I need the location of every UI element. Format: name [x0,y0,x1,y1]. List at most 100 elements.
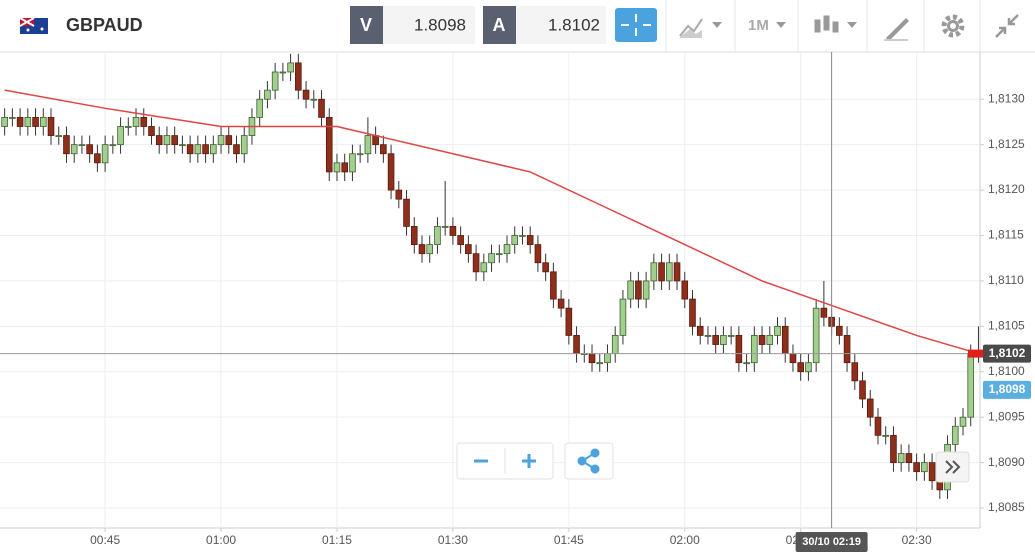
share-panel [564,442,614,480]
candle-body [233,144,240,155]
bid-label: V [360,15,372,35]
candle-body [225,135,233,146]
dropdown-arrow [776,22,786,28]
symbol: GBPAUD [66,15,143,35]
candle-body [882,434,890,437]
candle-body [109,144,117,147]
candle-body [658,262,665,282]
candle-body [457,235,464,245]
candle-body [148,126,155,136]
candle-body [635,280,642,300]
candle-body [372,135,379,146]
ask-price: 1.8102 [548,15,600,34]
candle-body [859,380,866,400]
x-tick-label: 01:30 [438,533,468,547]
candle-body [511,235,519,245]
candle-style-button[interactable] [814,15,857,33]
crosshair-button[interactable] [615,8,657,42]
x-tick-label: 02:30 [902,533,932,547]
x-tick-label: 01:15 [322,533,352,547]
candle-body [441,226,449,228]
candle-body [70,144,78,155]
candle-body [24,117,32,127]
y-tick-label: 1,8115 [988,228,1024,242]
candle-body [55,135,63,137]
candle-body [542,262,549,273]
draw-button[interactable] [884,18,909,41]
candle-body [202,144,209,155]
candle-body [712,335,719,345]
ask-button[interactable] [483,6,516,44]
collapse-button[interactable] [995,14,1019,38]
candle-body [967,353,975,418]
candle-body [666,262,673,282]
candle-body [851,362,859,382]
candle-body [951,425,959,445]
y-tick-label: 1,8100 [988,364,1025,378]
candle-body [63,135,70,155]
candle-body [186,144,194,155]
settings-button[interactable] [941,14,965,38]
candle-body [735,335,743,364]
candle-body [928,462,936,482]
candle-body [905,453,913,463]
moving-average [4,89,979,355]
candle-body [217,135,225,146]
candle-body [140,117,148,127]
candle-body [897,453,905,463]
candle-body [364,135,372,155]
candle-body [766,335,774,345]
candle-body [94,153,101,164]
candle-body [1,117,8,127]
candle-body [9,117,16,119]
crosshair-tag [795,532,868,552]
scroll-end-icon [945,460,961,474]
candle-body [642,280,650,300]
candle-body [573,335,580,354]
candle-body [86,144,93,155]
candle-body [627,280,634,300]
candle-body [349,153,356,173]
candle-body [171,135,178,146]
bid-button[interactable] [350,6,383,44]
candle-body [890,434,897,463]
y-tick-label: 1,8125 [988,137,1025,151]
candle-body [155,135,163,146]
flag-icon [19,17,48,34]
candle-body [163,135,171,146]
candle-body [465,244,472,255]
ask-box [516,6,606,44]
candle-body [279,71,287,74]
candle-body [39,117,47,127]
candle-body [921,462,928,473]
candle-body [503,244,511,255]
candle-body [913,462,920,473]
candle-body [843,335,851,364]
candle-body [179,144,186,147]
candle-body [526,235,534,245]
price-tag-label: 1,8098 [989,382,1026,396]
candle-body [812,307,820,364]
candle-body [805,362,812,373]
candle-body [689,298,696,327]
timeframe-button[interactable]: 1M [748,17,769,34]
chart-type-button[interactable] [679,18,722,38]
candle-body [333,162,341,173]
y-tick-label: 1,8105 [988,319,1025,333]
candle-body [256,98,263,118]
share-button[interactable] [577,448,600,474]
candle-body [480,262,488,273]
candle-body [264,89,271,100]
candle-body [132,117,140,127]
candle-body [727,335,735,337]
candle-body [550,271,557,300]
candle-body [387,153,395,191]
candle-body [565,307,573,336]
candle-body [797,362,804,373]
price-tag [983,344,1031,363]
candle-body [32,117,39,127]
candle-body [325,117,333,173]
candle-body [604,353,611,364]
candle-body [341,162,348,173]
zoom-in-button[interactable] [522,454,536,468]
